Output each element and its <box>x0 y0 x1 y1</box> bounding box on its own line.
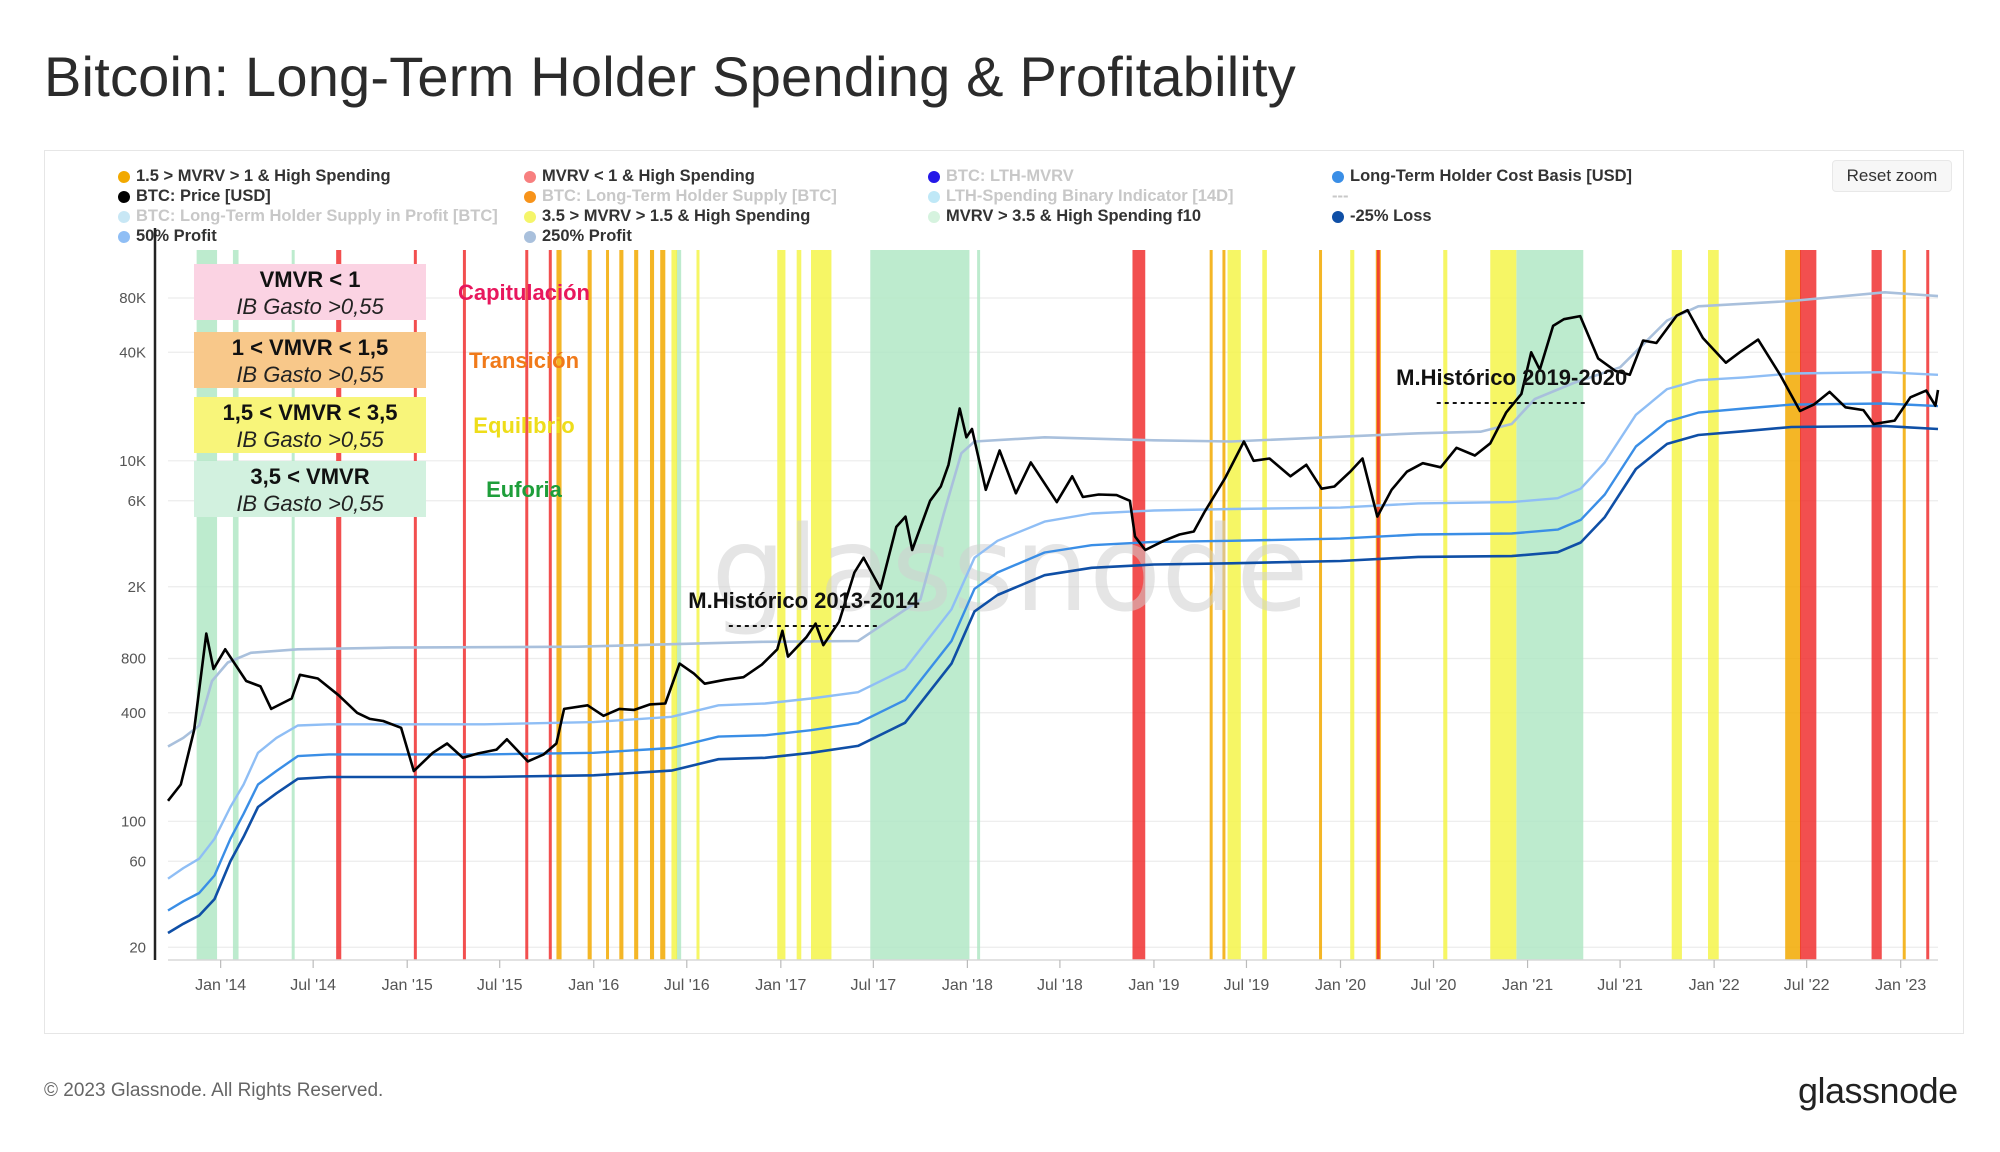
legend-label: BTC: Price [USD] <box>136 187 271 205</box>
legend-dot-icon <box>524 210 536 223</box>
legend-dot-icon <box>1332 210 1344 223</box>
legend-dot-icon <box>928 170 940 183</box>
legend-dot-icon <box>118 230 130 243</box>
legend-label: BTC: Long-Term Holder Supply [BTC] <box>542 187 837 205</box>
legend-dot-icon <box>524 190 536 203</box>
legend-item[interactable]: BTC: Long-Term Holder Supply in Profit [… <box>118 207 498 226</box>
legend-item[interactable]: MVRV > 3.5 & High Spending f10 <box>928 207 1201 226</box>
legend-item[interactable]: BTC: LTH-MVRV <box>928 167 1074 186</box>
legend-item[interactable]: 250% Profit <box>524 227 632 246</box>
legend-label: BTC: Long-Term Holder Supply in Profit [… <box>136 207 498 225</box>
legend-dot-icon <box>928 210 940 223</box>
legend-label: LTH-Spending Binary Indicator [14D] <box>946 187 1234 205</box>
legend-dot-icon <box>118 170 130 183</box>
legend-item[interactable]: LTH-Spending Binary Indicator [14D] <box>928 187 1234 206</box>
legend-dot-icon <box>1332 170 1344 183</box>
page-title: Bitcoin: Long-Term Holder Spending & Pro… <box>44 45 1296 108</box>
legend-label: 3.5 > MVRV > 1.5 & High Spending <box>542 207 811 225</box>
legend-item[interactable]: -25% Loss <box>1332 207 1432 226</box>
legend-label: 250% Profit <box>542 227 632 245</box>
legend-item[interactable]: MVRV < 1 & High Spending <box>524 167 755 186</box>
legend-label: MVRV < 1 & High Spending <box>542 167 755 185</box>
legend-dot-icon <box>928 190 940 203</box>
legend-label: 50% Profit <box>136 227 217 245</box>
legend-label: MVRV > 3.5 & High Spending f10 <box>946 207 1202 225</box>
chart-frame <box>44 150 1964 1034</box>
legend-dot-icon <box>118 210 130 223</box>
legend-dot-icon <box>118 190 130 203</box>
legend-label: Long-Term Holder Cost Basis [USD] <box>1350 167 1633 185</box>
legend-item[interactable]: BTC: Price [USD] <box>118 187 271 206</box>
glassnode-logo: glassnode <box>1798 1070 1958 1111</box>
legend-item[interactable]: 50% Profit <box>118 227 217 246</box>
legend-dot-icon <box>524 170 536 183</box>
reset-zoom-button[interactable]: Reset zoom <box>1832 160 1952 192</box>
legend-label: -25% Loss <box>1350 207 1432 225</box>
legend-item[interactable]: Long-Term Holder Cost Basis [USD] <box>1332 167 1632 186</box>
legend-label: BTC: LTH-MVRV <box>946 167 1074 185</box>
legend-item[interactable]: --- <box>1332 187 1348 206</box>
legend-dot-icon <box>524 230 536 243</box>
legend-item[interactable]: BTC: Long-Term Holder Supply [BTC] <box>524 187 837 206</box>
legend-item[interactable]: 1.5 > MVRV > 1 & High Spending <box>118 167 391 186</box>
legend-item[interactable]: 3.5 > MVRV > 1.5 & High Spending <box>524 207 810 226</box>
copyright-text: © 2023 Glassnode. All Rights Reserved. <box>44 1080 384 1101</box>
legend-label: 1.5 > MVRV > 1 & High Spending <box>136 167 391 185</box>
legend-label: --- <box>1332 187 1349 205</box>
